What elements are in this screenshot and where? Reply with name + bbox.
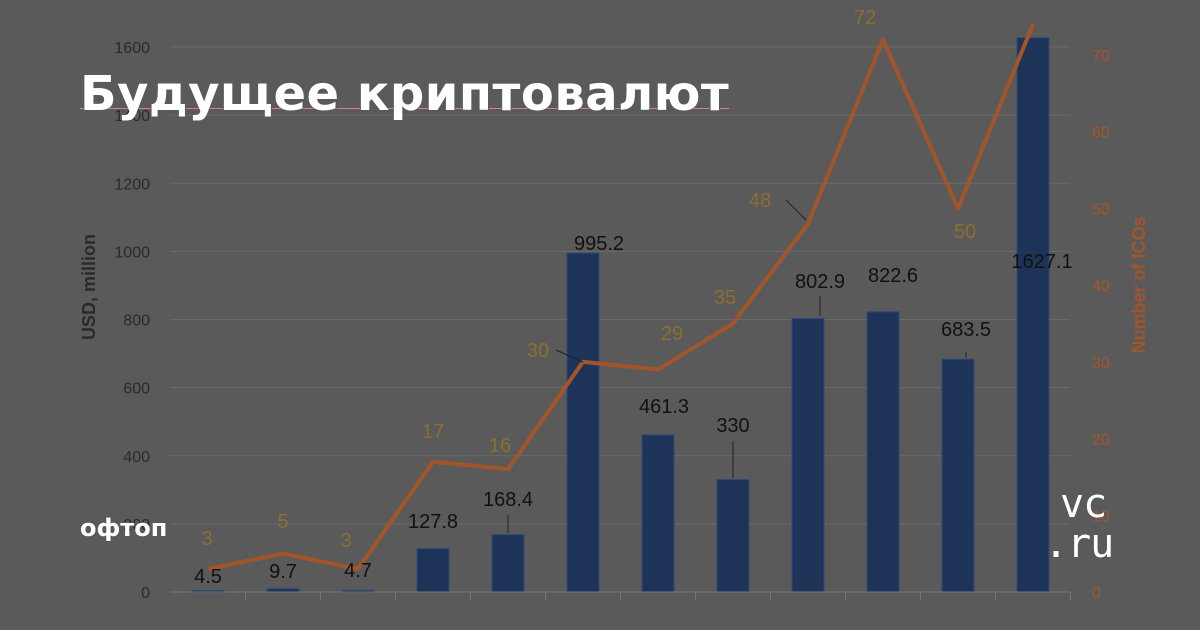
y-tick-label-right: 10 — [1092, 508, 1110, 525]
x-tick-label: ay — [475, 629, 503, 630]
bar-value-label: 9.7 — [269, 561, 297, 583]
y-tick-label-right: 40 — [1092, 278, 1110, 295]
y-tick-label: 1600 — [114, 40, 150, 57]
line-path — [207, 23, 1035, 571]
bar — [491, 534, 525, 593]
bar — [866, 311, 900, 593]
y-axis-right: 0 10 20 30 40 50 60 70 — [1092, 48, 1110, 602]
y-tick-label-right: 70 — [1092, 48, 1110, 65]
logo-ru: .ru — [1044, 521, 1114, 567]
bar — [791, 318, 825, 593]
bar-value-label: 127.8 — [408, 511, 458, 533]
vc-ru-logo[interactable]: vc .ru — [1044, 484, 1124, 564]
line-value-label: 16 — [489, 435, 511, 457]
line-value-label: 35 — [714, 287, 736, 309]
line-value-label: 3 — [201, 528, 212, 550]
line-value-label: 30 — [527, 340, 549, 362]
bar-value-label: 822.6 — [868, 265, 918, 287]
y-tick-label: 1000 — [114, 244, 150, 261]
y-tick-label: 200 — [123, 517, 150, 534]
line-value-label: 72 — [854, 7, 876, 29]
gridlines — [170, 46, 1070, 593]
bar — [716, 479, 750, 593]
y-axis-left-label: USD, million — [79, 234, 99, 340]
y-tick-label: 800 — [123, 313, 150, 330]
bar — [1016, 37, 1050, 593]
label-leader — [555, 349, 584, 363]
bar-value-label: 995.2 — [574, 233, 624, 255]
bar — [416, 547, 450, 593]
category-tag[interactable]: офтоп — [80, 514, 168, 542]
x-axis: ryryrchrilaynelysterererer — [170, 591, 1071, 630]
bar-value-label: 1627.1 — [1011, 251, 1072, 273]
y-tick-label-right: 50 — [1092, 201, 1110, 218]
y-tick-label: 1200 — [114, 176, 150, 193]
y-tick-label-right: 60 — [1092, 125, 1110, 142]
bar-value-label: 4.7 — [344, 560, 372, 582]
bar — [641, 434, 675, 593]
line-value-label: 17 — [422, 421, 444, 443]
bar — [566, 252, 600, 593]
bar-value-label: 461.3 — [639, 396, 689, 418]
y-tick-label: 400 — [123, 449, 150, 466]
bar-value-label: 330 — [716, 415, 749, 437]
y-axis-left: 0 200 400 600 800 1000 1200 1400 1600 — [114, 40, 150, 602]
y-tick-label-right: 0 — [1092, 585, 1101, 602]
y-tick-label: 600 — [123, 381, 150, 398]
y-tick-label: 0 — [141, 585, 150, 602]
y-tick-label-right: 30 — [1092, 355, 1110, 372]
bar-value-label: 683.5 — [941, 319, 991, 341]
y-tick-label-right: 20 — [1092, 432, 1110, 449]
bar-value-label: 168.4 — [483, 489, 533, 511]
bar-value-label: 802.9 — [795, 271, 845, 293]
line-value-label: 29 — [661, 323, 683, 345]
x-tick-label: ne — [550, 629, 578, 630]
bar-series — [191, 37, 1050, 593]
y-tick-label: 1400 — [114, 108, 150, 125]
y-axis-right-label: Number of ICOs — [1129, 216, 1149, 353]
line-value-label: 48 — [749, 190, 771, 212]
bar — [941, 358, 975, 593]
bar-value-label: 4.5 — [194, 566, 222, 588]
line-value-label: 50 — [954, 221, 976, 243]
article-title: Будущее криптовалют — [80, 66, 730, 122]
line-value-label: 3 — [340, 530, 351, 552]
label-leader — [785, 199, 807, 221]
x-tick-label: rch — [321, 629, 353, 630]
logo-vc: vc — [1060, 481, 1107, 527]
line-value-label: 5 — [277, 511, 288, 533]
